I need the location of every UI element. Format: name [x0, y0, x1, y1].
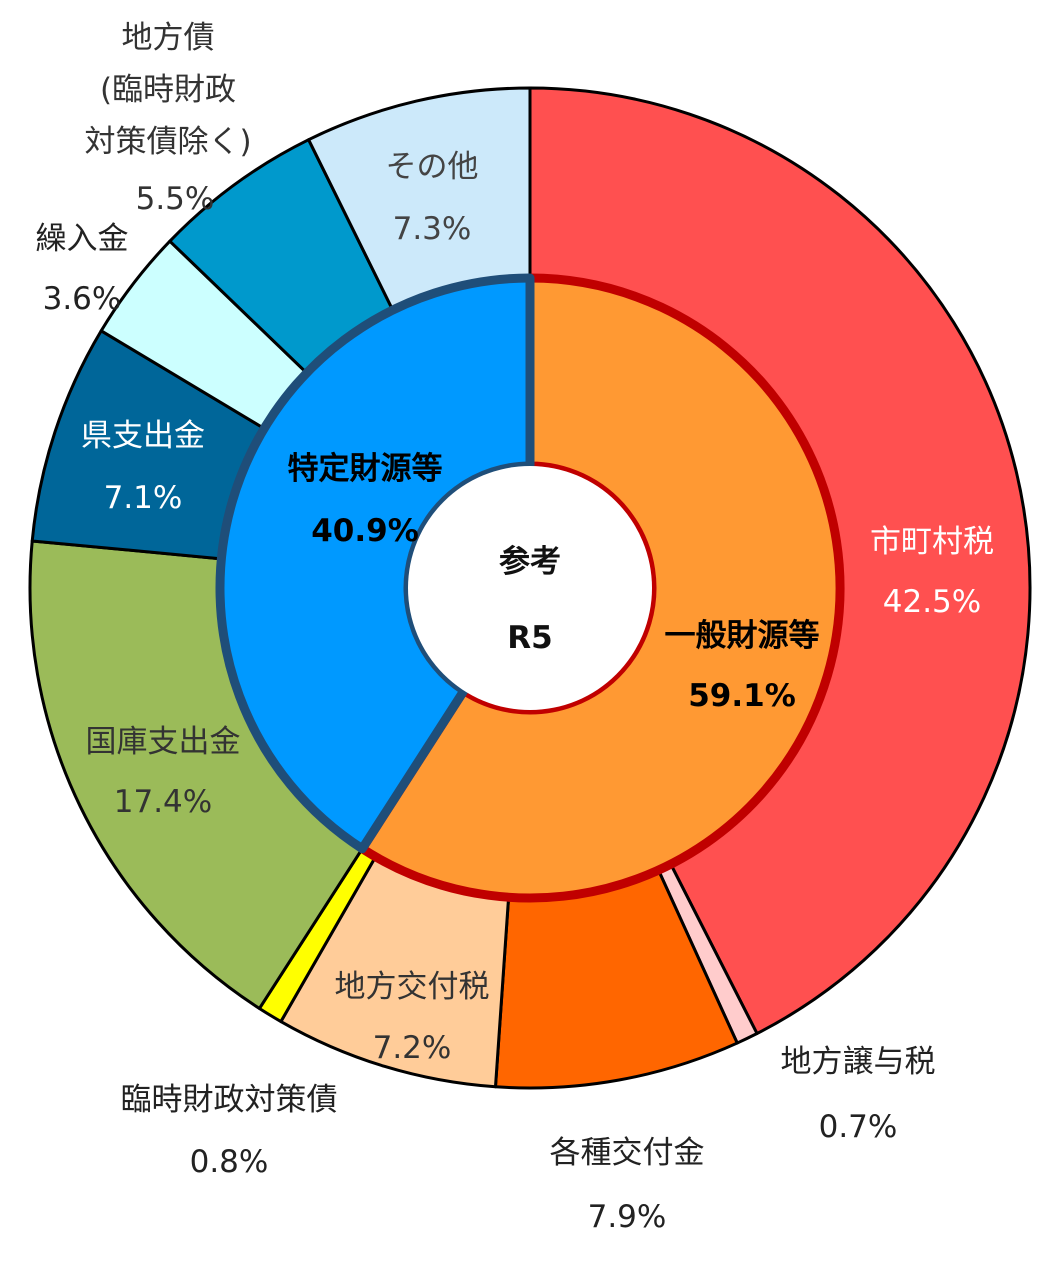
inner-label-value-1: 40.9%: [311, 513, 419, 549]
outer-label-name-8-line-0: 地方債: [122, 20, 215, 56]
outer-label-name-8: 地方債 (臨時財政対策債除く): [84, 20, 251, 160]
outer-label-value-3: 7.2%: [373, 1030, 452, 1066]
outer-label-name-1: 地方譲与税: [781, 1044, 936, 1080]
outer-label-value-5: 17.4%: [114, 784, 212, 820]
center-circle: [408, 466, 652, 710]
outer-label-value-2: 7.9%: [588, 1199, 667, 1235]
outer-label-value-6: 7.1%: [104, 480, 183, 516]
outer-label-name-8-line-2: 対策債除く): [84, 124, 251, 160]
center-label-line2: R5: [507, 620, 552, 656]
inner-label-value-0: 59.1%: [688, 678, 796, 714]
outer-label-name-6: 県支出金: [81, 418, 205, 454]
outer-label-value-1: 0.7%: [819, 1109, 898, 1145]
outer-label-value-9: 7.3%: [393, 211, 472, 247]
outer-label-name-8-line-1: (臨時財政: [100, 72, 236, 108]
inner-label-name-1: 特定財源等: [288, 451, 443, 487]
outer-label-value-7: 3.6%: [43, 281, 122, 317]
outer-label-value-8: 5.5%: [136, 181, 215, 217]
outer-label-name-4: 臨時財政対策債: [121, 1082, 338, 1118]
inner-label-name-0: 一般財源等: [665, 618, 820, 654]
outer-label-name-9: その他: [386, 149, 479, 185]
outer-label-name-5: 国庫支出金: [86, 724, 241, 760]
outer-label-value-0: 42.5%: [883, 584, 981, 620]
center-hole: 参考 R5: [408, 466, 652, 710]
slice-labels: 市町村税 42.5% 地方譲与税 0.7% 各種交付金 7.9% 地方交付税 7.2% 臨時財政…: [36, 20, 995, 1235]
outer-label-name-3: 地方交付税: [335, 969, 490, 1005]
outer-label-name-0: 市町村税: [870, 524, 994, 560]
outer-label-name-2: 各種交付金: [550, 1135, 705, 1171]
center-label-line1: 参考: [499, 544, 561, 580]
outer-label-name-7: 繰入金: [36, 221, 129, 257]
outer-label-value-4: 0.8%: [190, 1144, 269, 1180]
